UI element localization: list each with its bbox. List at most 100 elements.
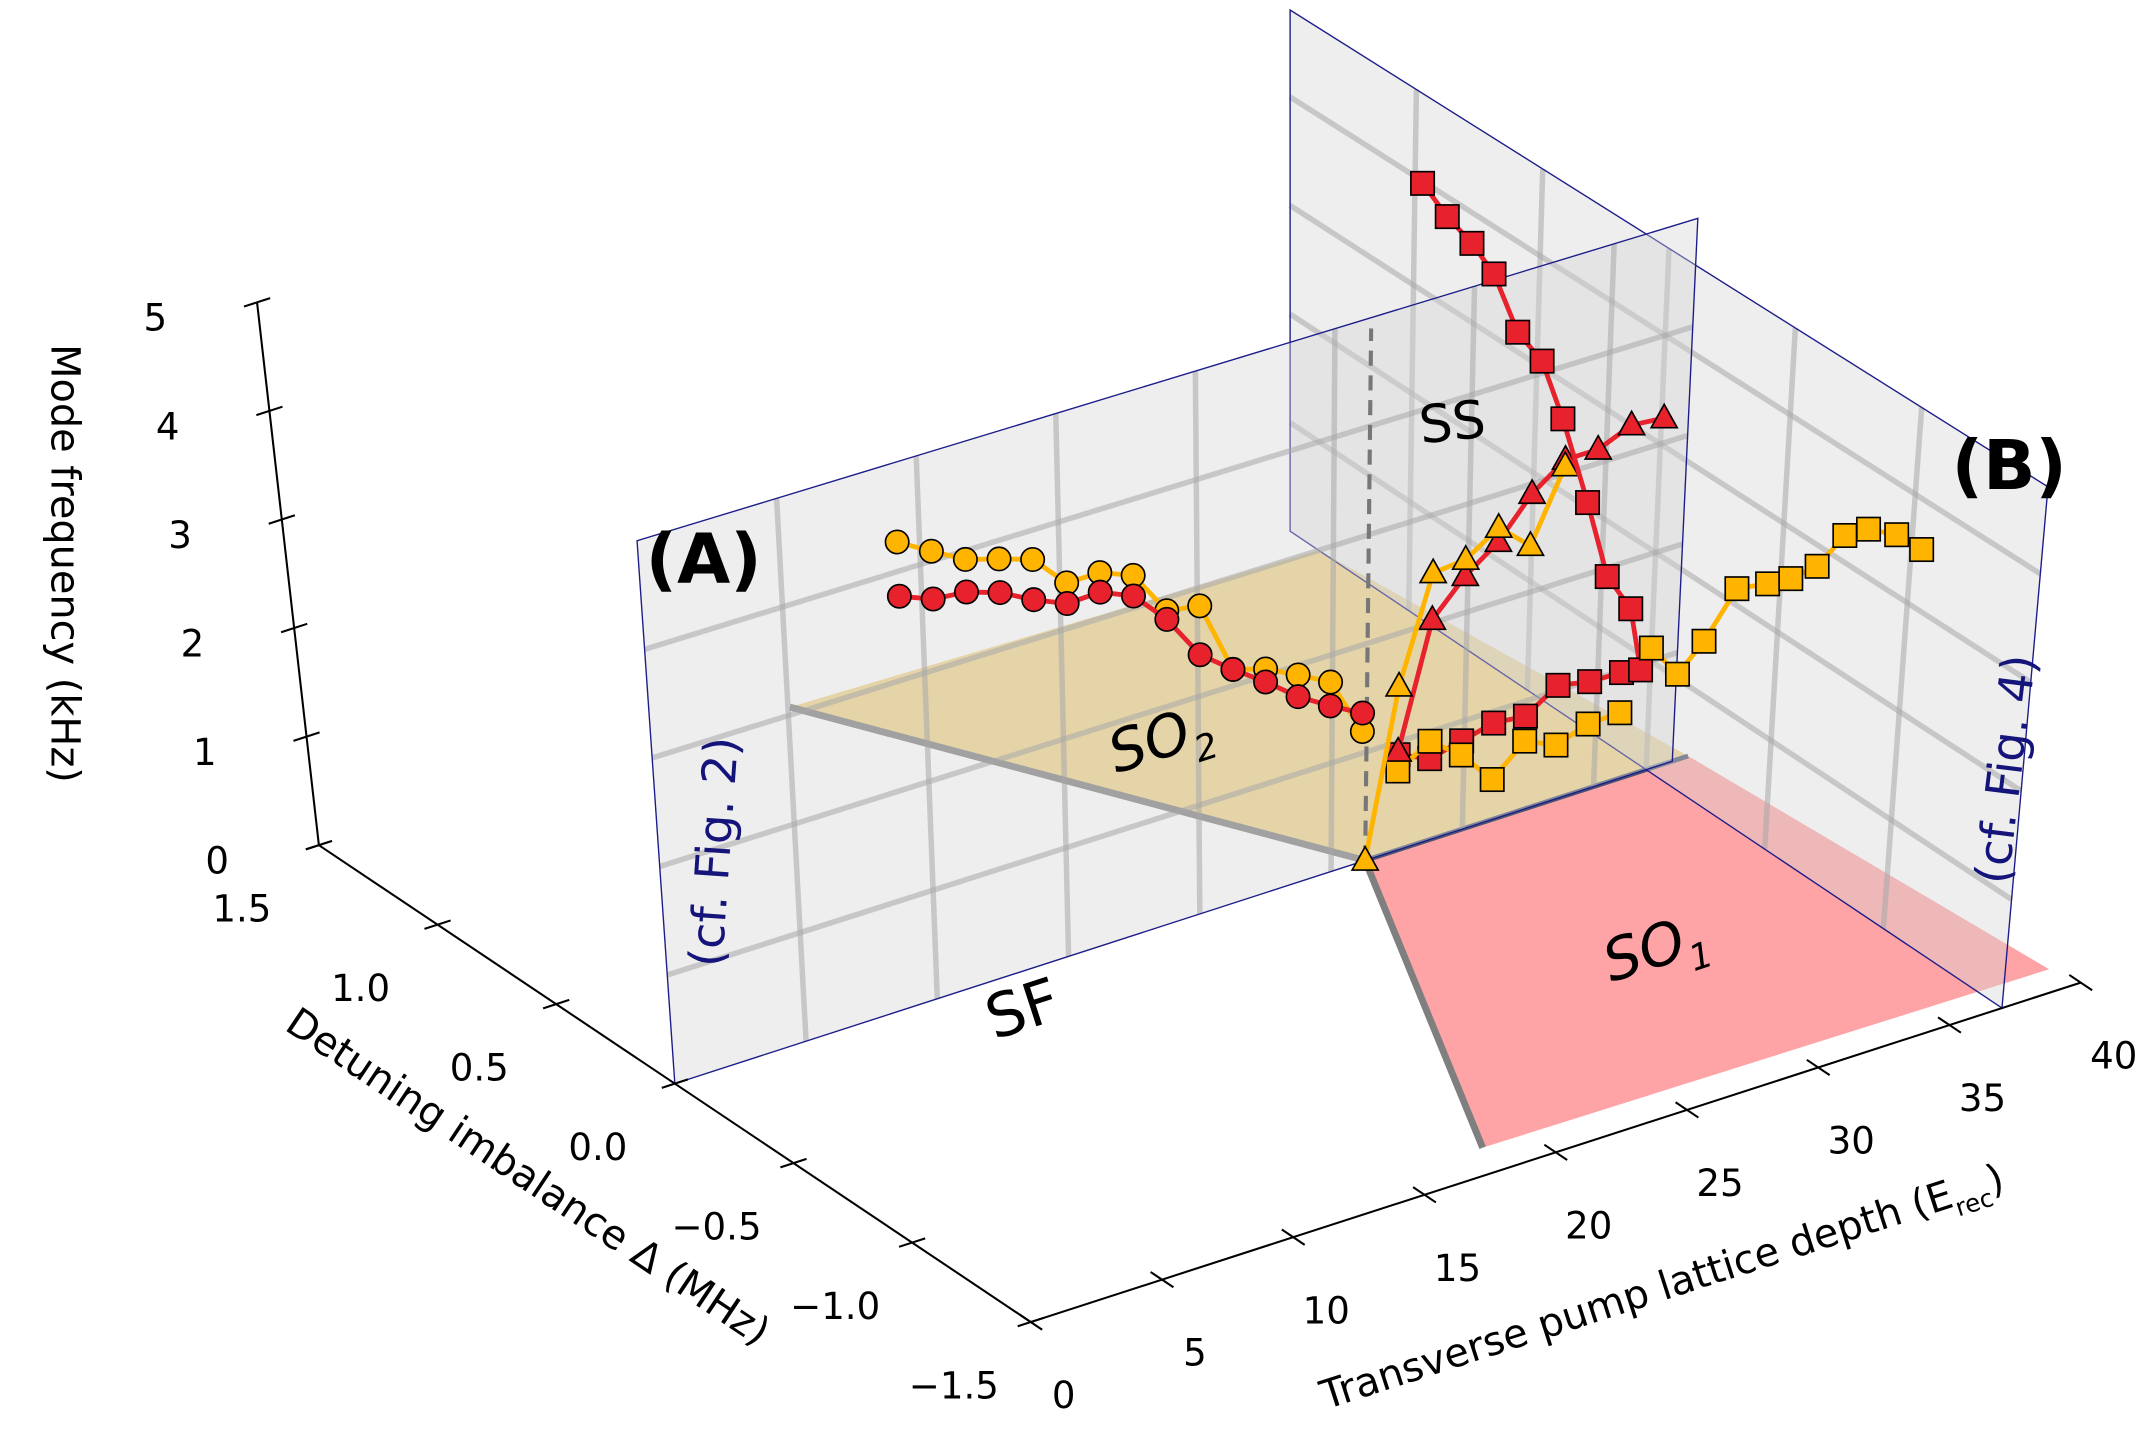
data-point — [1856, 516, 1882, 542]
data-point — [1481, 261, 1507, 287]
data-point — [1618, 596, 1644, 622]
z-axis — [256, 302, 320, 846]
data-point — [1120, 583, 1146, 609]
data-point — [1417, 604, 1447, 631]
data-point — [1285, 662, 1311, 688]
data-point — [1285, 684, 1311, 710]
data-point — [1778, 566, 1804, 592]
x-tick-label: 5 — [1183, 1332, 1207, 1375]
data-point — [953, 579, 980, 605]
data-point — [1417, 728, 1443, 754]
data-point — [1383, 736, 1413, 762]
panel-border — [636, 217, 1699, 1085]
data-point — [1691, 628, 1717, 654]
data-point — [1418, 557, 1448, 584]
data-point — [1154, 606, 1180, 632]
y-tick-label: 1.5 — [212, 888, 271, 931]
data-point — [986, 546, 1012, 572]
data-point — [1628, 657, 1654, 683]
x-tick-label: 40 — [2090, 1035, 2137, 1078]
panel-label: (B) — [1952, 426, 2067, 506]
data-point — [1318, 669, 1344, 695]
data-point — [1832, 522, 1858, 549]
data-point — [918, 538, 944, 564]
panel-border — [1289, 8, 2049, 1010]
data-point — [1054, 591, 1080, 617]
x-tick — [1150, 1271, 1175, 1289]
z-tick — [243, 297, 271, 308]
y-tick-label: −0.5 — [671, 1206, 761, 1249]
panel — [1290, 10, 2049, 1009]
data-point — [1350, 700, 1376, 726]
data-point — [1187, 593, 1213, 619]
data-point — [1410, 170, 1436, 196]
data-point — [884, 529, 910, 555]
x-axis-title-main: Transverse pump lattice depth (E — [1314, 1171, 1958, 1418]
z-tick — [293, 731, 320, 742]
data-point — [1545, 672, 1571, 698]
data-point — [1804, 553, 1830, 579]
data-point — [1317, 693, 1343, 719]
data-point — [1550, 450, 1580, 477]
y-tick — [1017, 1316, 1045, 1328]
y-tick — [780, 1157, 807, 1169]
grid-line — [666, 649, 1679, 978]
grid-line — [1192, 371, 1203, 914]
data-point — [1479, 767, 1505, 793]
transition-line — [1363, 328, 1374, 861]
x-tick — [1412, 1186, 1437, 1204]
data-point — [1529, 348, 1555, 374]
grid-line — [1053, 413, 1072, 957]
data-point — [1617, 409, 1647, 436]
grid-line — [658, 541, 1684, 870]
data-point — [920, 586, 946, 612]
data-point — [1021, 587, 1047, 613]
data-point — [1505, 319, 1531, 345]
grid-line — [643, 324, 1694, 652]
x-tick-label: 30 — [1828, 1120, 1875, 1163]
data-point — [1575, 711, 1601, 737]
z-tick-label: 4 — [156, 405, 180, 448]
data-point — [1512, 703, 1538, 729]
y-tick — [898, 1237, 926, 1248]
data-point — [1594, 564, 1620, 590]
data-point — [1087, 579, 1113, 605]
z-tick — [280, 622, 308, 634]
data-point — [1724, 576, 1750, 602]
data-point — [1483, 526, 1513, 553]
x-tick-label: 0 — [1052, 1374, 1076, 1417]
z-tick-label: 0 — [205, 840, 229, 883]
data-point — [1517, 478, 1547, 505]
x-tick — [2068, 974, 2093, 992]
data-point — [1550, 406, 1576, 432]
grid-line — [1328, 328, 1338, 872]
z-tick — [256, 405, 283, 417]
y-tick-label: −1.5 — [909, 1365, 999, 1408]
z-tick-label: 3 — [168, 514, 192, 557]
z-tick — [268, 514, 296, 525]
data-point — [1638, 635, 1664, 661]
grid-line — [651, 432, 1689, 761]
x-axis-title: Transverse pump lattice depth (Erec) — [1314, 1155, 2012, 1426]
x-tick-label: 35 — [1959, 1077, 2006, 1120]
data-point — [1575, 490, 1601, 516]
data-point — [1664, 661, 1690, 687]
data-point — [1384, 670, 1414, 697]
phase-label: SS — [1416, 390, 1488, 457]
data-point — [1220, 656, 1246, 682]
x-tick-label: 20 — [1565, 1204, 1612, 1247]
data-point — [1755, 571, 1781, 597]
x-tick-label: 15 — [1434, 1247, 1481, 1290]
grid-line — [1880, 407, 1925, 929]
y-tick-label: 1.0 — [331, 967, 390, 1010]
data-point — [1515, 530, 1545, 557]
data-point — [1187, 642, 1213, 668]
data-point — [1884, 522, 1910, 548]
data-point — [1484, 512, 1514, 539]
z-tick — [305, 839, 333, 851]
data-point — [1649, 402, 1679, 429]
x-tick — [1937, 1016, 1962, 1034]
x-tick — [1674, 1101, 1699, 1119]
